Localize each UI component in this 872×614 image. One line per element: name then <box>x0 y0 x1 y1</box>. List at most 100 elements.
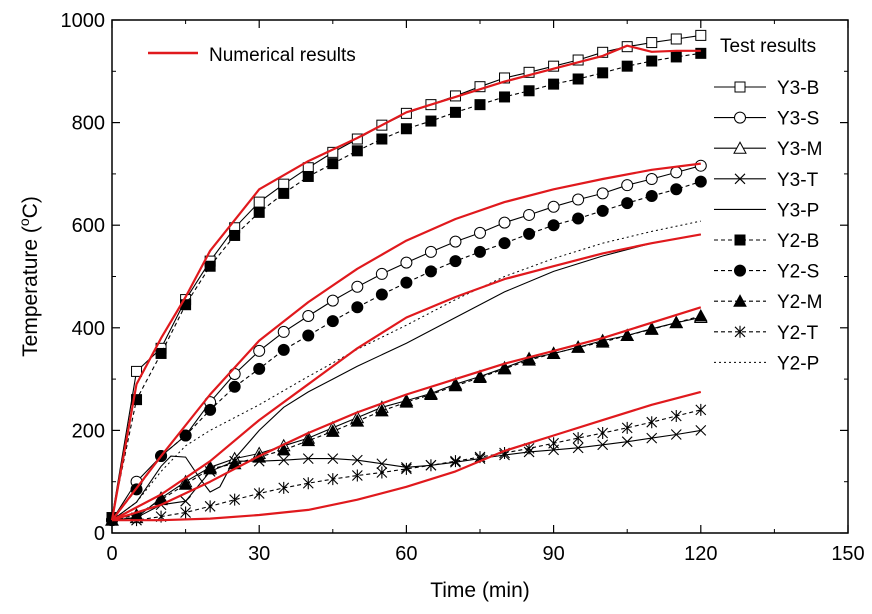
data-point <box>375 267 388 280</box>
data-point <box>302 453 314 465</box>
data-point <box>621 421 633 434</box>
data-point <box>253 362 266 375</box>
legend-item-y2-t: Y2-T <box>714 323 819 344</box>
data-point <box>450 455 461 468</box>
x-tick-label: 30 <box>248 543 270 565</box>
x-tick-label: 150 <box>831 543 864 565</box>
legend-marker <box>734 81 746 93</box>
data-point <box>155 347 167 359</box>
data-point <box>253 206 265 218</box>
data-point <box>228 367 241 380</box>
y-axis-title-suffix: C) <box>19 196 42 218</box>
data-point <box>253 344 266 357</box>
data-point <box>425 459 437 472</box>
data-point <box>302 329 315 342</box>
data-point <box>375 288 388 301</box>
data-point <box>572 73 584 85</box>
legend-item-y3-t: Y3-T <box>714 170 819 191</box>
data-point <box>547 200 560 213</box>
legend-marker <box>734 325 746 338</box>
legend-label: Y3-B <box>777 78 819 99</box>
data-point <box>670 410 682 423</box>
data-point <box>350 414 365 427</box>
legend-item-y3-p: Y3-P <box>714 200 819 221</box>
data-point <box>424 245 437 258</box>
legend-marker <box>734 234 746 246</box>
legend-marker <box>733 294 747 307</box>
legend-label: Y3-M <box>777 139 822 160</box>
data-point <box>400 256 413 269</box>
data-point <box>572 212 585 225</box>
data-point <box>644 322 659 335</box>
data-point <box>621 60 633 72</box>
data-point <box>646 37 658 49</box>
data-point <box>327 453 339 465</box>
data-point <box>548 437 559 450</box>
data-point <box>498 216 511 229</box>
series-y2-b <box>106 47 707 524</box>
numerical-curve <box>110 44 701 521</box>
data-point <box>351 280 364 293</box>
legend-label: Y3-S <box>777 109 819 130</box>
series-y2-s <box>106 175 707 527</box>
data-point <box>474 245 486 258</box>
data-point <box>694 175 707 188</box>
data-point <box>499 91 511 103</box>
data-point <box>204 260 216 272</box>
legend-item-y3-m: Y3-M <box>714 139 822 160</box>
data-point <box>204 403 217 416</box>
data-point <box>499 72 511 84</box>
data-point <box>425 115 437 127</box>
data-point <box>401 462 412 475</box>
data-point <box>670 33 682 45</box>
data-point <box>548 78 560 90</box>
y-axis-title-superscript: o <box>16 218 32 226</box>
data-point <box>548 60 560 72</box>
data-point <box>474 99 486 111</box>
data-point <box>670 51 682 63</box>
series-line <box>111 316 701 521</box>
data-point <box>351 301 364 314</box>
numerical-curve <box>111 162 701 521</box>
data-point <box>277 325 290 338</box>
data-point <box>180 495 191 507</box>
data-point <box>695 47 707 59</box>
data-point <box>178 477 193 490</box>
axes: 0 30 60 90 120 150 0 200 400 600 800 1000 <box>61 10 865 565</box>
data-point <box>498 237 511 250</box>
data-point <box>522 353 536 366</box>
data-point <box>595 335 610 348</box>
data-point <box>424 265 437 278</box>
data-point <box>400 123 412 135</box>
data-point <box>449 106 461 118</box>
data-point <box>278 454 290 466</box>
data-point <box>204 500 216 513</box>
data-point <box>229 229 241 241</box>
data-point <box>597 67 609 79</box>
data-point <box>621 436 633 448</box>
data-point <box>277 343 290 356</box>
legend-item-y2-m: Y2-M <box>714 292 822 313</box>
data-point <box>326 294 339 307</box>
data-point <box>203 461 217 475</box>
data-point <box>695 425 707 436</box>
data-point <box>399 395 414 408</box>
data-point <box>228 380 241 393</box>
data-point <box>253 487 265 500</box>
y-axis-title-prefix: Temperature ( <box>19 226 42 357</box>
data-point <box>645 189 658 202</box>
legend-item-y3-s: Y3-S <box>714 109 819 130</box>
data-point <box>278 187 290 199</box>
x-tick-label: 120 <box>684 543 717 565</box>
data-point <box>302 170 314 182</box>
data-point <box>621 197 634 210</box>
data-point <box>229 493 241 506</box>
data-point <box>621 179 634 192</box>
data-point <box>620 328 635 341</box>
legend-label: Y2-M <box>777 292 822 313</box>
data-point <box>646 432 658 444</box>
data-point <box>376 133 388 145</box>
data-point <box>523 208 536 221</box>
